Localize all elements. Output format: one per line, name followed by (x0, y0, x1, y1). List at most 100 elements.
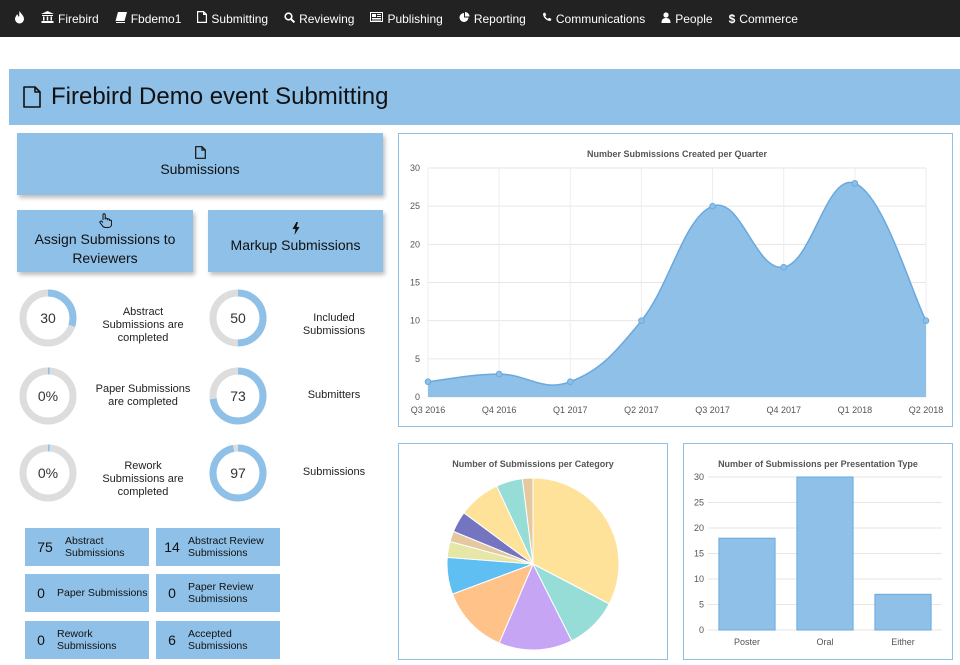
donut-label: Rework Submissions are completed (102, 460, 184, 498)
nav-reviewing[interactable]: Reviewing (284, 12, 354, 26)
tile-value: 75 (37, 539, 53, 555)
tile-abstract-review-submissions[interactable]: 14 Abstract Review Submissions (156, 528, 280, 566)
nav-submitting[interactable]: Submitting (197, 11, 268, 26)
donut-label: Abstract Submissions are completed (102, 306, 184, 344)
x-tick-label: Oral (816, 637, 833, 647)
nav-fbdemo1[interactable]: Fbdemo1 (115, 11, 182, 26)
x-tick-label: Q3 2017 (695, 405, 730, 415)
donut-progress-arc (209, 444, 267, 502)
tile-value: 0 (168, 585, 176, 601)
donut-submissions: 97 (209, 444, 267, 502)
donut-submitters: 73 (209, 367, 267, 425)
tile-abstract-submissions[interactable]: 75 Abstract Submissions (25, 528, 149, 566)
nav-communications[interactable]: Communications (542, 12, 645, 26)
donut-value: 0% (38, 388, 58, 404)
markup-submissions-button[interactable]: Markup Submissions (208, 210, 383, 272)
data-point (922, 317, 930, 324)
data-point (851, 179, 859, 187)
donut-label: Included Submissions (302, 312, 366, 337)
nav-publishing[interactable]: Publishing (370, 11, 443, 26)
nav-label: Reporting (473, 11, 526, 26)
y-tick-label: 10 (694, 574, 704, 584)
nav-label: Communications (555, 11, 646, 26)
file-icon (23, 86, 41, 108)
bar (796, 476, 854, 631)
donut-value: 30 (40, 310, 56, 326)
y-tick-label: 20 (410, 239, 420, 249)
file-icon (194, 146, 206, 159)
tile-label: Abstract Submissions (65, 535, 125, 559)
data-point (566, 378, 574, 386)
tile-rework-submissions[interactable]: 0 Rework Submissions (25, 621, 149, 659)
x-tick-label: Q4 2017 (766, 405, 801, 415)
tile-value: 6 (168, 632, 176, 648)
tile-label: Paper Review Submissions (188, 581, 254, 605)
markup-submissions-button-label: Markup Submissions (230, 237, 361, 253)
page-title: Firebird Demo event Submitting (51, 83, 389, 110)
tile-value: 14 (164, 539, 180, 555)
x-tick-label: Q4 2016 (482, 405, 517, 415)
tile-accepted-submissions[interactable]: 6 Accepted Submissions (156, 621, 280, 659)
top-navbar: Firebird Fbdemo1 Submitting Reviewing Pu… (0, 0, 960, 37)
y-tick-label: 25 (694, 498, 704, 508)
data-point (495, 370, 503, 378)
donut-progress-arc (19, 367, 77, 425)
nav-reporting[interactable]: Reporting (459, 11, 526, 26)
data-point (424, 378, 432, 386)
search-icon (284, 11, 296, 26)
y-tick-label: 0 (699, 625, 704, 635)
x-tick-label: Either (891, 637, 915, 647)
nav-label: Publishing (387, 11, 443, 26)
nav-commerce[interactable]: $ Commerce (729, 12, 798, 26)
y-tick-label: 0 (415, 392, 420, 402)
nav-label: Reviewing (299, 11, 355, 26)
donut-label: Paper Submissions are completed (95, 383, 191, 408)
nav-label: People (675, 11, 713, 26)
pie-chart-icon (459, 11, 470, 26)
hand-pointer-icon (98, 213, 112, 228)
data-point (638, 317, 645, 324)
newspaper-icon (370, 12, 384, 25)
y-tick-label: 15 (694, 549, 704, 559)
tile-paper-submissions[interactable]: 0 Paper Submissions (25, 574, 149, 612)
tile-label: Accepted Submissions (188, 628, 248, 652)
tile-label: Paper Submissions (57, 587, 148, 599)
quarterly-chart-panel: Number Submissions Created per Quarter 0 5… (398, 133, 953, 427)
fire-logo-icon[interactable] (14, 10, 25, 27)
assign-submissions-button-label: Assign Submissions to Reviewers (34, 231, 176, 266)
presentation-type-chart-panel: Number of Submissions per Presentation T… (683, 443, 953, 660)
data-point (780, 263, 788, 271)
nav-label: Fbdemo1 (130, 11, 182, 26)
y-tick-label: 30 (694, 472, 704, 482)
category-pie-chart: Number of Submissions per Category (446, 459, 620, 651)
y-tick-label: 20 (694, 523, 704, 533)
nav-label: Firebird (58, 11, 99, 26)
bar (874, 593, 932, 631)
y-tick-label: 10 (410, 316, 420, 326)
presentation-type-bar-chart: Number of Submissions per Presentation T… (694, 459, 942, 647)
tile-paper-review-submissions[interactable]: 0 Paper Review Submissions (156, 574, 280, 612)
submissions-button-label: Submissions (160, 161, 240, 177)
bolt-icon (292, 222, 299, 235)
dollar-icon: $ (728, 11, 736, 26)
phone-icon (542, 12, 552, 25)
donut-abstract-completed: 30 (19, 289, 77, 347)
nav-people[interactable]: People (661, 11, 713, 26)
x-tick-label: Q3 2016 (411, 405, 446, 415)
pie-slice (498, 562, 573, 651)
x-tick-label: Poster (734, 637, 760, 647)
submissions-button[interactable]: Submissions (17, 133, 383, 195)
donut-value: 97 (230, 465, 246, 481)
donut-progress-arc (19, 444, 77, 502)
donut-progress-arc (209, 289, 267, 347)
nav-label: Submitting (211, 11, 269, 26)
nav-label: Commerce (739, 11, 798, 26)
tile-label: Abstract Review Submissions (188, 535, 264, 559)
bar (718, 537, 776, 631)
assign-submissions-button[interactable]: Assign Submissions to Reviewers (17, 210, 193, 272)
nav-firebird[interactable]: Firebird (41, 11, 99, 26)
area-fill (428, 182, 926, 397)
data-point (709, 202, 716, 210)
x-tick-label: Q2 2017 (624, 405, 659, 415)
x-tick-label: Q1 2018 (838, 405, 873, 415)
